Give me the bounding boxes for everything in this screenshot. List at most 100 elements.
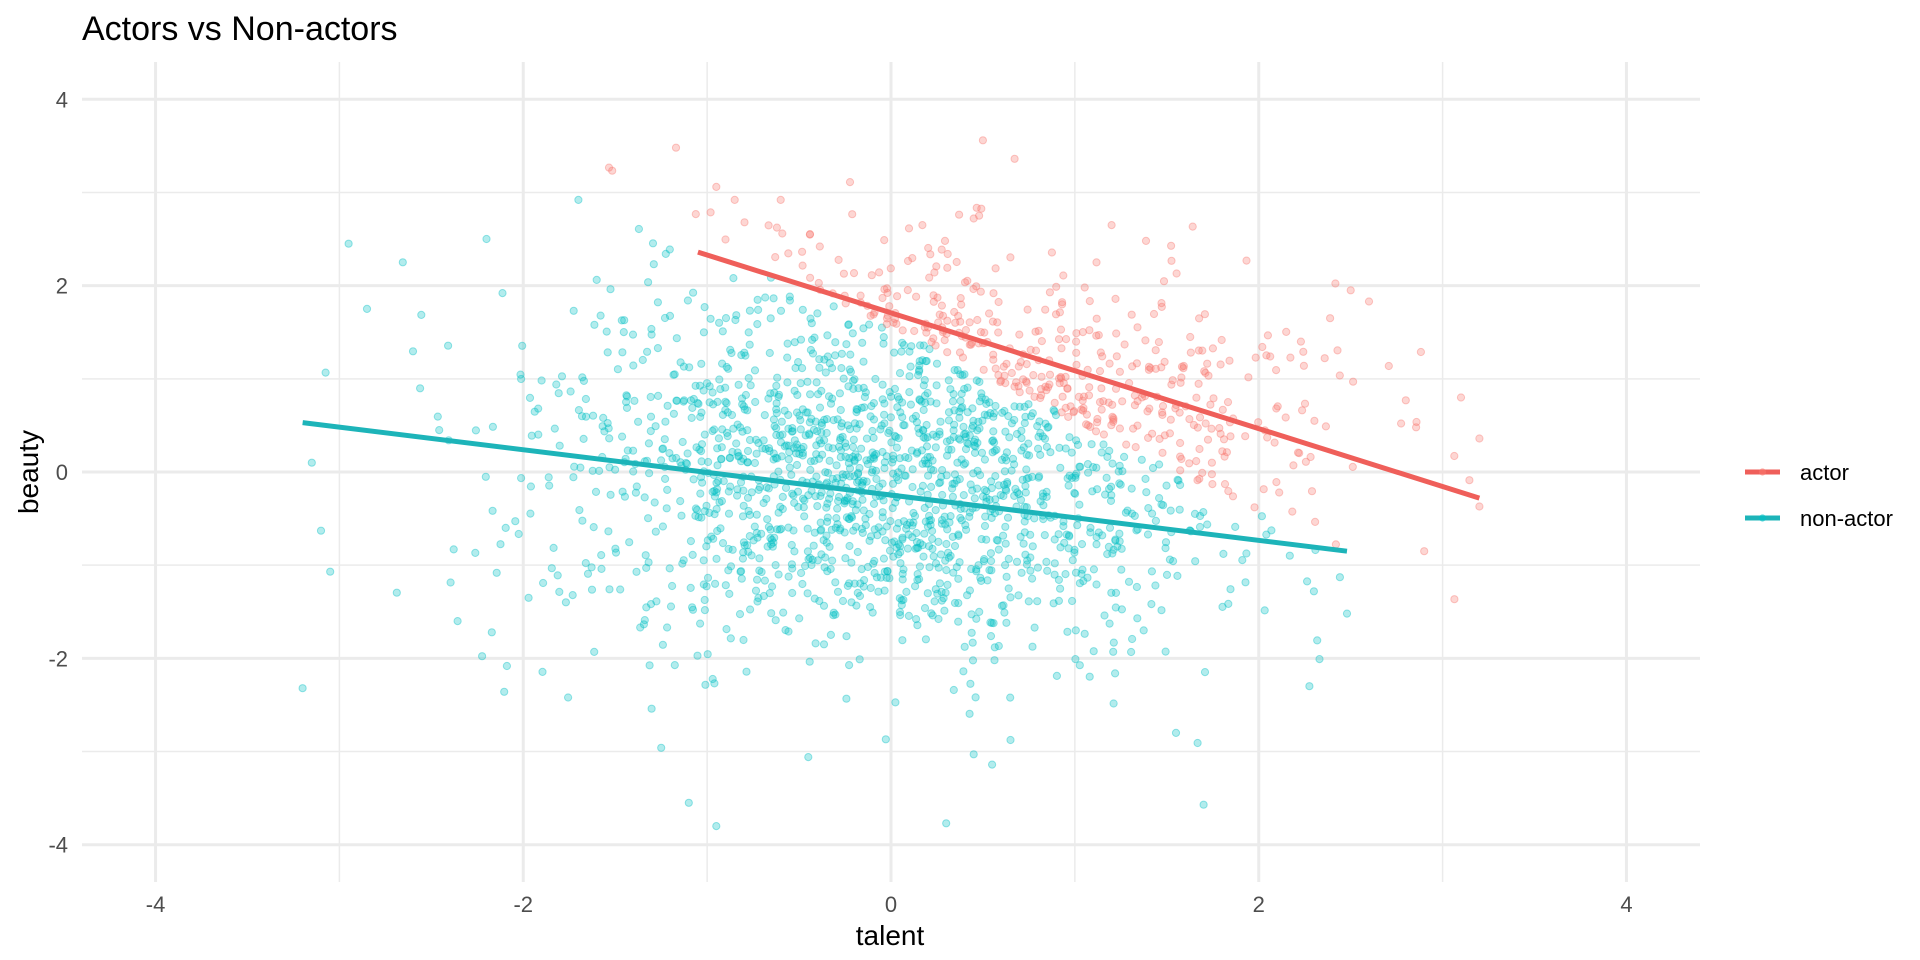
actor-point bbox=[1115, 367, 1125, 376]
actor-point bbox=[691, 210, 700, 219]
non-actor-point bbox=[852, 424, 861, 433]
actor-point bbox=[1078, 396, 1087, 405]
non-actor-point bbox=[898, 398, 907, 407]
non-actor-point bbox=[874, 523, 883, 532]
non-actor-point bbox=[1059, 522, 1068, 531]
non-actor-point bbox=[734, 452, 743, 461]
non-actor-point bbox=[918, 481, 928, 490]
actor-point bbox=[1203, 435, 1213, 444]
non-actor-point bbox=[1087, 440, 1096, 449]
actor-point bbox=[1092, 314, 1101, 323]
non-actor-point bbox=[913, 575, 922, 585]
non-actor-point bbox=[698, 478, 707, 487]
non-actor-point bbox=[999, 601, 1008, 610]
non-actor-point bbox=[496, 540, 505, 549]
non-actor-point bbox=[899, 517, 909, 526]
actor-point bbox=[1058, 298, 1067, 307]
non-actor-point bbox=[959, 460, 969, 469]
non-actor-point bbox=[785, 448, 794, 457]
non-actor-point bbox=[566, 387, 575, 396]
non-actor-point bbox=[689, 394, 698, 404]
non-actor-point bbox=[1109, 699, 1118, 708]
non-actor-point bbox=[963, 408, 972, 417]
non-actor-point bbox=[835, 436, 845, 445]
actor-point bbox=[1295, 449, 1304, 458]
non-actor-point bbox=[1083, 460, 1093, 469]
actor-point bbox=[1288, 507, 1297, 516]
non-actor-point bbox=[822, 415, 832, 424]
non-actor-point bbox=[727, 410, 737, 420]
non-actor-point bbox=[894, 468, 903, 477]
non-actor-point bbox=[970, 441, 979, 450]
non-actor-point bbox=[676, 358, 685, 367]
actor-point bbox=[1054, 374, 1064, 383]
non-actor-point bbox=[699, 580, 708, 589]
non-actor-point bbox=[908, 521, 917, 530]
actor-point bbox=[1045, 288, 1055, 297]
actor-point bbox=[1144, 362, 1154, 371]
non-actor-point bbox=[857, 565, 866, 574]
non-actor-point bbox=[853, 470, 863, 479]
non-actor-point bbox=[917, 446, 927, 455]
grid bbox=[82, 62, 1700, 882]
non-actor-point bbox=[919, 381, 928, 390]
non-actor-point bbox=[975, 424, 984, 433]
non-actor-point bbox=[899, 595, 908, 604]
non-actor-point bbox=[723, 432, 732, 441]
non-actor-point bbox=[922, 420, 931, 430]
non-actor-point bbox=[1109, 638, 1118, 647]
actor-point bbox=[912, 292, 921, 301]
non-actor-point bbox=[892, 443, 902, 452]
non-actor-point bbox=[823, 567, 832, 576]
non-actor-point bbox=[882, 522, 891, 531]
non-actor-point bbox=[743, 541, 752, 550]
non-actor-point bbox=[954, 434, 963, 443]
non-actor-point bbox=[916, 487, 925, 496]
non-actor-point bbox=[860, 576, 869, 585]
actor-point bbox=[839, 269, 849, 278]
non-actor-point bbox=[968, 638, 977, 647]
actor-point bbox=[1036, 385, 1046, 394]
non-actor-point bbox=[453, 617, 462, 626]
actor-point bbox=[1097, 405, 1106, 414]
non-actor-point bbox=[617, 316, 626, 325]
non-actor-point bbox=[743, 458, 752, 467]
actor-point bbox=[1282, 327, 1291, 336]
non-actor-point bbox=[766, 314, 775, 323]
non-actor-point bbox=[898, 533, 907, 542]
actor-point bbox=[1012, 378, 1021, 387]
actor-point bbox=[1037, 337, 1047, 346]
non-actor-point bbox=[944, 408, 954, 417]
non-actor-point bbox=[919, 405, 928, 415]
actor-point bbox=[1133, 421, 1142, 430]
non-actor-point bbox=[1151, 516, 1161, 526]
non-actor-point bbox=[1024, 473, 1033, 482]
non-actor-point bbox=[590, 647, 599, 657]
non-actor-point bbox=[1023, 556, 1032, 565]
non-actor-point bbox=[848, 329, 857, 338]
non-actor-point bbox=[705, 508, 714, 518]
non-actor-point bbox=[968, 486, 977, 495]
non-actor-point bbox=[645, 661, 654, 670]
non-actor-point bbox=[589, 523, 598, 532]
non-actor-point bbox=[894, 519, 903, 528]
non-actor-point bbox=[590, 320, 599, 329]
non-actor-point bbox=[878, 508, 887, 517]
non-actor-point bbox=[722, 428, 732, 437]
actor-point bbox=[1092, 331, 1101, 340]
actor-point bbox=[977, 204, 986, 213]
non-actor-point bbox=[1039, 501, 1048, 510]
non-actor-point bbox=[808, 335, 817, 344]
non-actor-point bbox=[1001, 561, 1010, 570]
non-actor-point bbox=[841, 554, 850, 563]
non-actor-point bbox=[634, 224, 644, 234]
non-actor-point bbox=[833, 474, 842, 483]
actor-point bbox=[1149, 309, 1159, 319]
non-actor-point bbox=[1046, 448, 1055, 457]
non-actor-point bbox=[842, 470, 851, 480]
non-actor-point bbox=[831, 351, 840, 360]
actor-point bbox=[1450, 595, 1459, 604]
actor-point bbox=[1176, 378, 1185, 387]
non-actor-point bbox=[677, 511, 686, 520]
non-actor-point bbox=[1103, 452, 1112, 461]
